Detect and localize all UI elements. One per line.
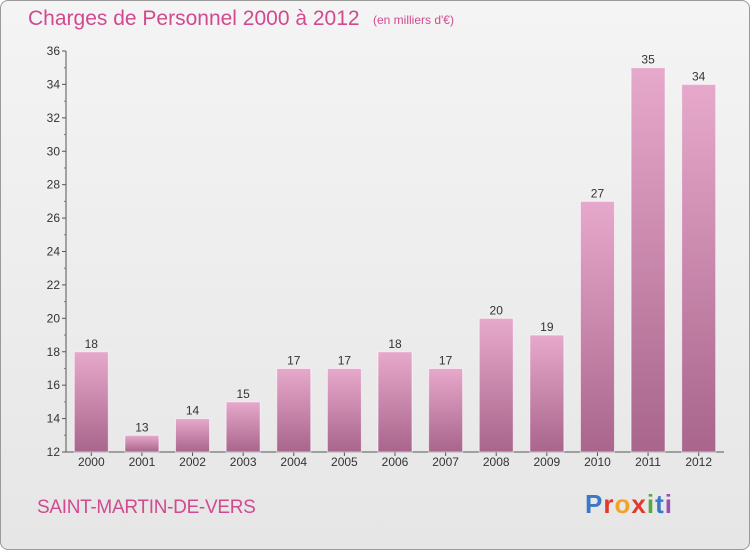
bar-2001[interactable] — [124, 434, 160, 453]
data-label: 17 — [439, 353, 453, 367]
bar-2005[interactable] — [326, 367, 362, 453]
logo-letter: o — [614, 489, 632, 519]
y-tick-label: 36 — [47, 44, 61, 58]
x-tick-label: 2009 — [533, 455, 560, 469]
y-tick-label: 16 — [47, 378, 61, 392]
x-tick-label: 2008 — [483, 455, 510, 469]
data-label: 18 — [388, 337, 402, 351]
data-label: 17 — [338, 353, 352, 367]
y-tick-label: 20 — [47, 311, 61, 325]
data-label: 34 — [692, 69, 706, 83]
x-tick-label: 2007 — [432, 455, 459, 469]
chart-subtitle: (en milliers d'€) — [373, 13, 454, 27]
data-label: 19 — [540, 320, 554, 334]
logo-letter: r — [603, 489, 615, 519]
y-tick-label: 32 — [47, 111, 61, 125]
data-label: 17 — [287, 353, 301, 367]
logo-letter: t — [655, 489, 665, 519]
bar-2009[interactable] — [529, 334, 565, 453]
bar-2010[interactable] — [579, 200, 615, 453]
y-tick-label: 26 — [47, 211, 61, 225]
x-tick-label: 2006 — [382, 455, 409, 469]
bar-2003[interactable] — [225, 401, 261, 453]
y-tick-label: 24 — [47, 245, 61, 259]
x-tick-label: 2003 — [230, 455, 257, 469]
x-tick-label: 2012 — [685, 455, 712, 469]
bar-2011[interactable] — [630, 67, 666, 453]
logo-letter: i — [646, 489, 656, 519]
y-tick-label: 34 — [47, 77, 61, 91]
y-tick-label: 18 — [47, 345, 61, 359]
y-tick-label: 22 — [47, 278, 61, 292]
y-tick-label: 12 — [47, 445, 61, 459]
y-tick-label: 30 — [47, 144, 61, 158]
y-tick-label: 14 — [47, 412, 61, 426]
bar-2007[interactable] — [428, 367, 464, 453]
data-label: 15 — [236, 387, 250, 401]
bar-2006[interactable] — [377, 351, 413, 453]
x-tick-label: 2010 — [584, 455, 611, 469]
data-label: 18 — [85, 337, 99, 351]
y-tick-label: 28 — [47, 178, 61, 192]
bar-2012[interactable] — [681, 83, 717, 453]
x-tick-label: 2004 — [280, 455, 307, 469]
x-tick-label: 2002 — [179, 455, 206, 469]
bar-2000[interactable] — [73, 351, 109, 453]
data-label: 20 — [490, 303, 504, 317]
bar-2004[interactable] — [276, 367, 312, 453]
x-tick-label: 2000 — [78, 455, 105, 469]
bar-2002[interactable] — [175, 418, 211, 453]
logo-letter: P — [585, 489, 604, 519]
commune-name: SAINT-MARTIN-DE-VERS — [37, 497, 256, 518]
logo-letter: x — [631, 489, 647, 519]
data-label: 27 — [591, 186, 605, 200]
data-label: 14 — [186, 404, 200, 418]
bar-2008[interactable] — [478, 317, 514, 453]
data-label: 35 — [641, 53, 655, 67]
chart-title: Charges de Personnel 2000 à 2012 — [28, 7, 360, 30]
x-tick-label: 2005 — [331, 455, 358, 469]
data-label: 13 — [135, 420, 149, 434]
proxiti-logo[interactable]: Proxiti — [585, 489, 673, 520]
logo-letter: i — [664, 489, 673, 519]
x-tick-label: 2011 — [635, 455, 661, 469]
x-tick-label: 2001 — [129, 455, 156, 469]
